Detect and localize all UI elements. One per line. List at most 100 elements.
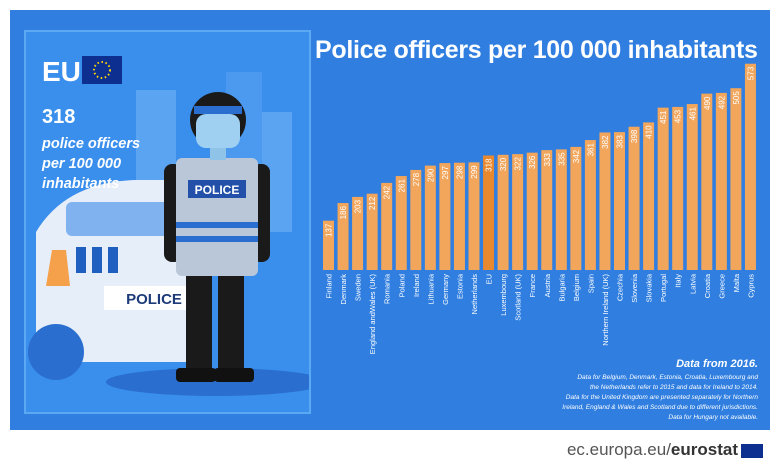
bar-poland — [395, 176, 407, 270]
source-brand: eurostat — [670, 440, 738, 459]
data-label: 361 — [586, 143, 595, 157]
infographic-panel: POLICE POLICE EU 318 police — [10, 10, 770, 430]
note-line: Data for Belgium, Denmark, Estonia, Croa… — [577, 374, 758, 381]
category-label: Croatia — [703, 273, 712, 298]
data-label: 137 — [325, 223, 334, 237]
category-label: Spain — [586, 274, 595, 293]
category-label: Luxembourg — [499, 274, 508, 316]
bar-ireland — [410, 169, 422, 270]
category-label: Ireland — [412, 274, 421, 297]
data-label: 505 — [732, 91, 741, 105]
eu-flag — [82, 56, 122, 84]
data-label: 490 — [703, 96, 712, 110]
data-label: 326 — [528, 155, 537, 169]
eu-description: police officers per 100 000 inhabitants — [42, 136, 141, 192]
data-label: 453 — [674, 109, 683, 123]
note-line: Ireland, England & Wales and Scotland du… — [562, 404, 758, 411]
category-label: Denmark — [339, 274, 348, 305]
category-label: Estonia — [455, 273, 464, 299]
data-label: 261 — [397, 179, 406, 193]
bar-luxembourg — [497, 154, 509, 270]
bar-austria — [541, 150, 553, 270]
eu-value: 318 — [42, 106, 76, 128]
bar-greece — [715, 92, 727, 270]
category-label: Northern Ireland (UK) — [601, 274, 610, 346]
data-label: 333 — [543, 153, 552, 167]
category-label: Italy — [674, 274, 683, 288]
notes-heading: Data from 2016. — [676, 358, 758, 370]
bar-spain — [584, 140, 596, 270]
category-label: Malta — [732, 273, 741, 292]
data-label: 398 — [630, 129, 639, 143]
data-label: 298 — [455, 165, 464, 179]
data-label: 212 — [368, 196, 377, 210]
category-label: Greece — [717, 274, 726, 299]
bar-netherlands — [468, 162, 480, 270]
data-label: 461 — [688, 107, 697, 121]
category-label: Belgium — [572, 274, 581, 301]
illustration-artwork: POLICE POLICE — [28, 72, 309, 396]
bar-malta — [730, 88, 742, 270]
bar-northern-ireland-uk- — [599, 132, 611, 270]
category-label: Slovakia — [645, 273, 654, 302]
category-label: France — [528, 274, 537, 297]
chart-notes: Data from 2016. Data for Belgium, Denmar… — [562, 358, 758, 423]
category-label: Austria — [543, 273, 552, 297]
data-label: 186 — [339, 206, 348, 220]
data-label: 203 — [354, 199, 363, 213]
category-label: Latvia — [688, 273, 697, 294]
category-label: Bulgaria — [557, 273, 566, 301]
data-label: 278 — [412, 172, 421, 186]
bar-croatia — [701, 93, 713, 270]
data-label: 242 — [383, 185, 392, 199]
category-label: England andWales (UK) — [368, 274, 377, 355]
eurostat-flag-icon — [741, 443, 763, 458]
data-label: 383 — [616, 135, 625, 149]
note-line: the Netherlands refer to 2015 and data f… — [589, 384, 758, 391]
data-label: 322 — [514, 157, 523, 171]
bar-estonia — [453, 162, 465, 270]
category-label: Cyprus — [746, 274, 755, 298]
data-label: 451 — [659, 110, 668, 124]
data-label: 342 — [572, 149, 581, 163]
note-line: Data for Hungary not available. — [668, 414, 758, 421]
data-label: 410 — [645, 125, 654, 139]
category-label: Portugal — [659, 274, 668, 302]
source-domain: ec.europa.eu/ — [566, 440, 671, 459]
category-label: EU — [485, 274, 494, 284]
bar-portugal — [657, 107, 669, 270]
category-label: Netherlands — [470, 274, 479, 315]
data-label: 382 — [601, 135, 610, 149]
bar-slovakia — [643, 122, 655, 271]
data-label: 290 — [426, 168, 435, 182]
bar-latvia — [686, 104, 698, 270]
category-label: Germany — [441, 274, 450, 305]
bar-italy — [672, 106, 684, 270]
car-police-text: POLICE — [126, 291, 182, 308]
bar-romania — [381, 182, 393, 270]
data-label: 573 — [746, 66, 755, 80]
category-label: Slovenia — [630, 273, 639, 303]
data-label: 297 — [441, 166, 450, 180]
note-line: Data for the United Kingdom are presente… — [565, 394, 758, 401]
bar-chart: 137 Finland 186 Denmark 203 Sweden 212 England … — [323, 63, 756, 355]
category-label: Poland — [397, 274, 406, 297]
bar-sweden — [352, 196, 364, 270]
bar-france — [526, 152, 538, 270]
bar-cyprus — [744, 63, 756, 270]
bar-germany — [439, 163, 451, 270]
bar-lithuania — [424, 165, 436, 270]
bar-slovenia — [628, 126, 640, 270]
source-attribution[interactable]: ec.europa.eu/eurostat — [567, 440, 763, 460]
category-label: Romania — [383, 273, 392, 304]
data-label: 318 — [485, 158, 494, 172]
police-illustration: POLICE POLICE EU 318 police — [24, 30, 311, 414]
bar-belgium — [570, 146, 582, 270]
bar-finland — [323, 220, 334, 270]
category-label: Finland — [325, 274, 334, 299]
chart-title: Police officers per 100 000 inhabitants — [315, 36, 758, 64]
bar-denmark — [337, 203, 349, 270]
category-label: Sweden — [354, 274, 363, 301]
category-label: Lithuania — [426, 273, 435, 304]
data-label: 492 — [717, 95, 726, 109]
